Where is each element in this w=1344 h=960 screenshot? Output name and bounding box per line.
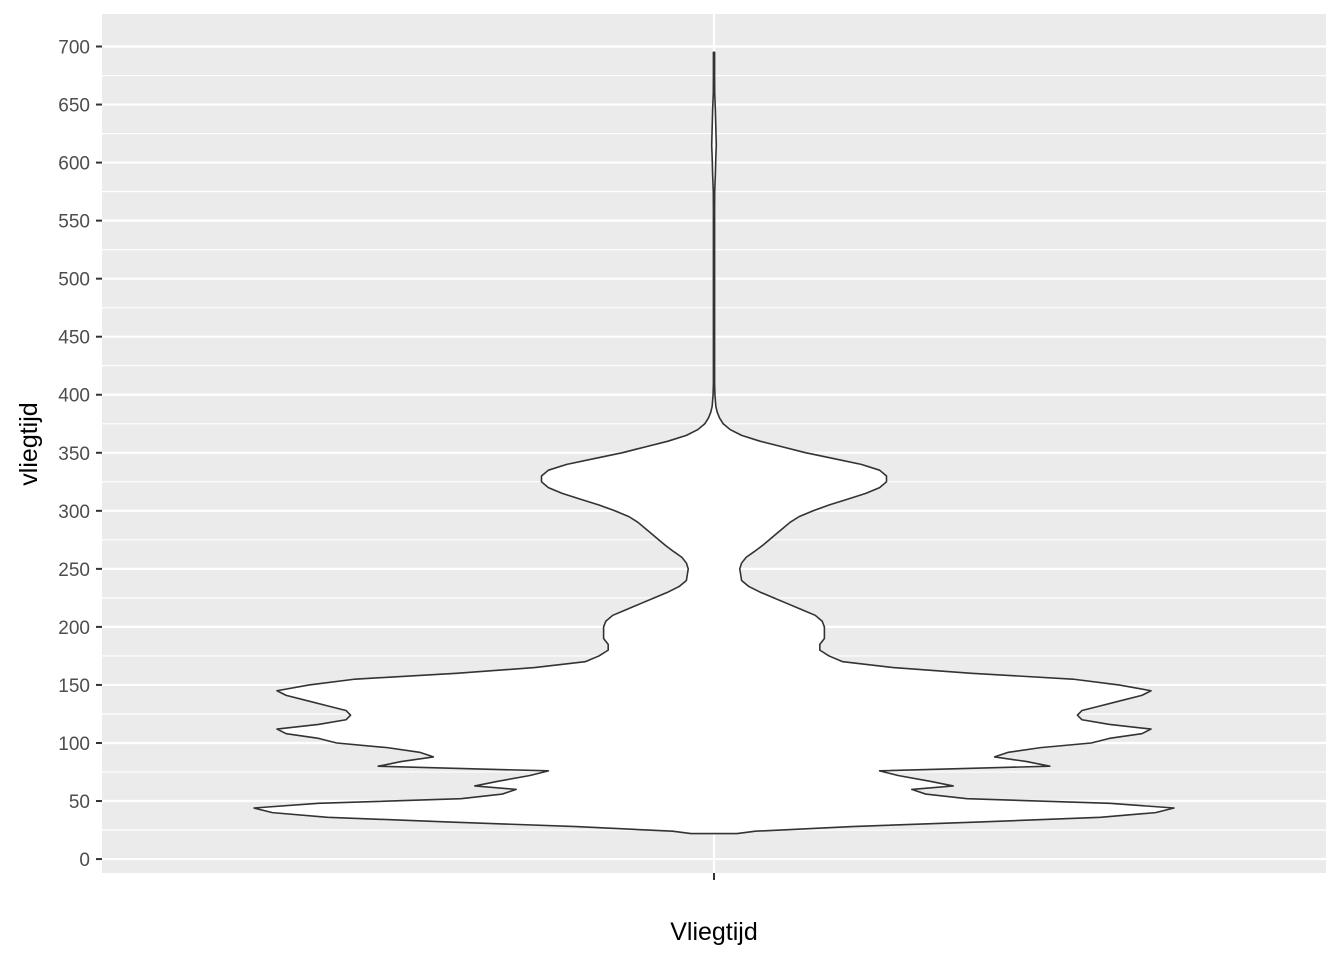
y-tick-label: 550 [58,212,90,233]
y-tick-label: 500 [58,270,90,291]
y-tick-label: 700 [58,38,90,59]
y-tick-label: 300 [58,502,90,523]
y-tick-label: 200 [58,618,90,639]
y-axis-title: vliegtijd [15,402,43,485]
y-tick-label: 50 [69,792,90,813]
y-tick-label: 150 [58,676,90,697]
y-tick-label: 100 [58,734,90,755]
y-tick-label: 450 [58,328,90,349]
y-tick-label: 400 [58,386,90,407]
y-tick-label: 250 [58,560,90,581]
y-tick-label: 600 [58,154,90,175]
y-axis: 0 50 100 150 200 250 300 350 400 450 500 550 600 650 7… [58,38,102,872]
y-tick-label: 0 [79,850,90,871]
x-axis-title: Vliegtijd [670,918,758,946]
y-tick-label: 350 [58,444,90,465]
y-tick-label: 650 [58,96,90,117]
